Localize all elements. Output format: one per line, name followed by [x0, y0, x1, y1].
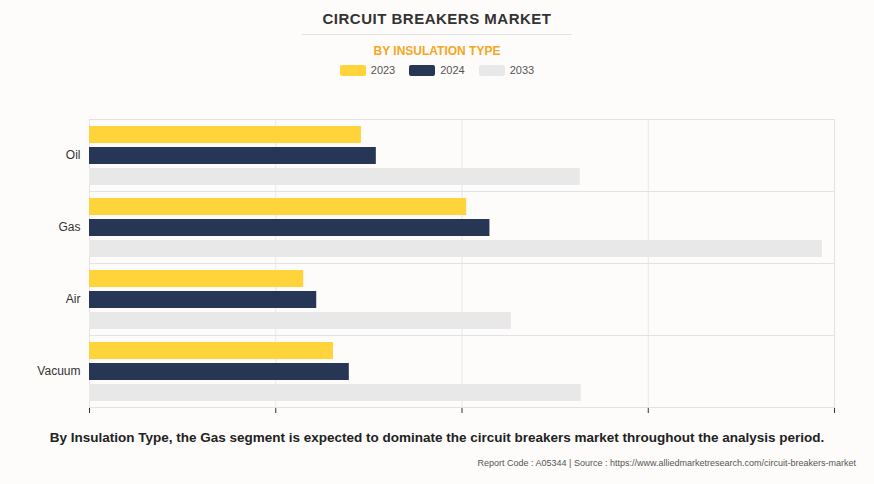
html-text:By Insulation Type, the Gas se: By Insulation Type, the Gas segment is e… — [49, 430, 825, 445]
html-text:2023: 2023 — [370, 64, 396, 76]
html-text:2033: 2033 — [509, 64, 535, 76]
svg-text:Air: Air — [66, 292, 81, 306]
html-text:Report Code : A05344 | Source: Report Code : A05344 | Source : https://… — [477, 458, 856, 468]
svg-text:Oil: Oil — [66, 148, 81, 162]
html-text:CIRCUIT BREAKERS MARKET: CIRCUIT BREAKERS MARKET — [322, 10, 552, 27]
html-text:BY INSULATION TYPE: BY INSULATION TYPE — [373, 44, 501, 58]
svg-text:Gas: Gas — [58, 220, 80, 234]
html-text:2024: 2024 — [440, 64, 465, 76]
svg-text:Vacuum: Vacuum — [37, 364, 80, 378]
